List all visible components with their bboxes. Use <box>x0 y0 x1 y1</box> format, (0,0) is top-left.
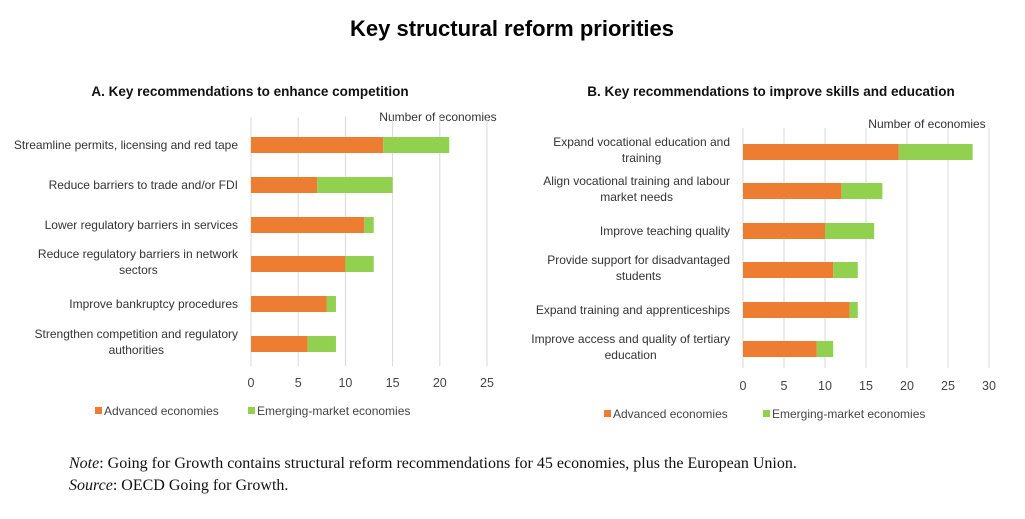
note-line: Note: Going for Growth contains structur… <box>69 455 797 473</box>
category-label: Strengthen competition and regulatory <box>35 327 238 341</box>
bar-emerging <box>833 262 858 278</box>
x-tick-label: 10 <box>818 379 832 393</box>
figure-title: Key structural reform priorities <box>350 16 674 41</box>
category-label: market needs <box>600 190 673 204</box>
bar-emerging <box>825 223 875 239</box>
bar-advanced <box>743 262 834 278</box>
category-label: Reduce barriers to trade and/or FDI <box>49 178 238 192</box>
x-axis-label: Number of economies <box>868 117 985 131</box>
category-label: Improve teaching quality <box>600 224 730 238</box>
note-label: Note <box>69 455 100 472</box>
x-tick-label: 5 <box>295 376 302 390</box>
x-axis-label: Number of economies <box>379 110 496 124</box>
legend-swatch-advanced <box>95 407 102 414</box>
source-text: : OECD Going for Growth. <box>112 477 289 494</box>
bar-emerging <box>898 144 973 160</box>
bar-emerging <box>841 183 883 199</box>
category-label: Align vocational training and labour <box>543 174 730 188</box>
bar-emerging <box>364 217 374 233</box>
category-label: authorities <box>109 343 164 357</box>
category-label: Improve access and quality of tertiary <box>531 332 730 346</box>
bar-advanced <box>743 144 899 160</box>
legend-label: Advanced economies <box>104 404 219 418</box>
legend-label: Advanced economies <box>613 407 728 421</box>
x-tick-label: 20 <box>900 379 914 393</box>
legend-swatch-emerging <box>763 410 770 417</box>
x-tick-label: 0 <box>740 379 747 393</box>
bar-emerging <box>307 336 336 352</box>
panel-title: B. Key recommendations to improve skills… <box>587 84 955 99</box>
x-tick-label: 30 <box>982 379 996 393</box>
bar-advanced <box>743 302 850 318</box>
category-label: Improve bankruptcy procedures <box>69 297 238 311</box>
x-tick-label: 15 <box>859 379 873 393</box>
panel-title: A. Key recommendations to enhance compet… <box>91 84 408 99</box>
category-label: students <box>616 269 661 283</box>
x-tick-label: 25 <box>941 379 955 393</box>
legend-swatch-emerging <box>248 407 255 414</box>
category-label: sectors <box>119 263 158 277</box>
category-label: education <box>605 348 657 362</box>
category-label: Streamline permits, licensing and red ta… <box>14 138 238 152</box>
bar-emerging <box>816 341 834 357</box>
category-label: training <box>622 151 661 165</box>
category-label: Provide support for disadvantaged <box>547 253 730 267</box>
bar-advanced <box>743 183 842 199</box>
bar-advanced <box>251 177 318 193</box>
bar-emerging <box>326 296 336 312</box>
bar-advanced <box>251 137 384 153</box>
bar-emerging <box>317 177 393 193</box>
legend-label: Emerging-market economies <box>772 407 925 421</box>
source-label: Source <box>69 477 113 494</box>
x-tick-label: 15 <box>386 376 400 390</box>
source-line: Source: OECD Going for Growth. <box>69 477 288 495</box>
bar-emerging <box>345 256 374 272</box>
x-tick-label: 0 <box>248 376 255 390</box>
bar-advanced <box>251 256 346 272</box>
category-label: Lower regulatory barriers in services <box>45 218 238 232</box>
bar-emerging <box>383 137 450 153</box>
note-text: : Going for Growth contains structural r… <box>99 455 797 472</box>
x-tick-label: 20 <box>433 376 447 390</box>
bar-advanced <box>251 217 365 233</box>
bar-advanced <box>251 336 308 352</box>
category-label: Expand training and apprenticeships <box>536 303 730 317</box>
bar-emerging <box>849 302 858 318</box>
x-tick-label: 25 <box>480 376 494 390</box>
category-label: Expand vocational education and <box>553 135 730 149</box>
x-tick-label: 10 <box>338 376 352 390</box>
bar-advanced <box>743 223 825 239</box>
category-label: Reduce regulatory barriers in network <box>38 247 239 261</box>
legend-swatch-advanced <box>604 410 611 417</box>
bar-advanced <box>743 341 817 357</box>
x-tick-label: 5 <box>781 379 788 393</box>
bar-advanced <box>251 296 327 312</box>
legend-label: Emerging-market economies <box>257 404 410 418</box>
